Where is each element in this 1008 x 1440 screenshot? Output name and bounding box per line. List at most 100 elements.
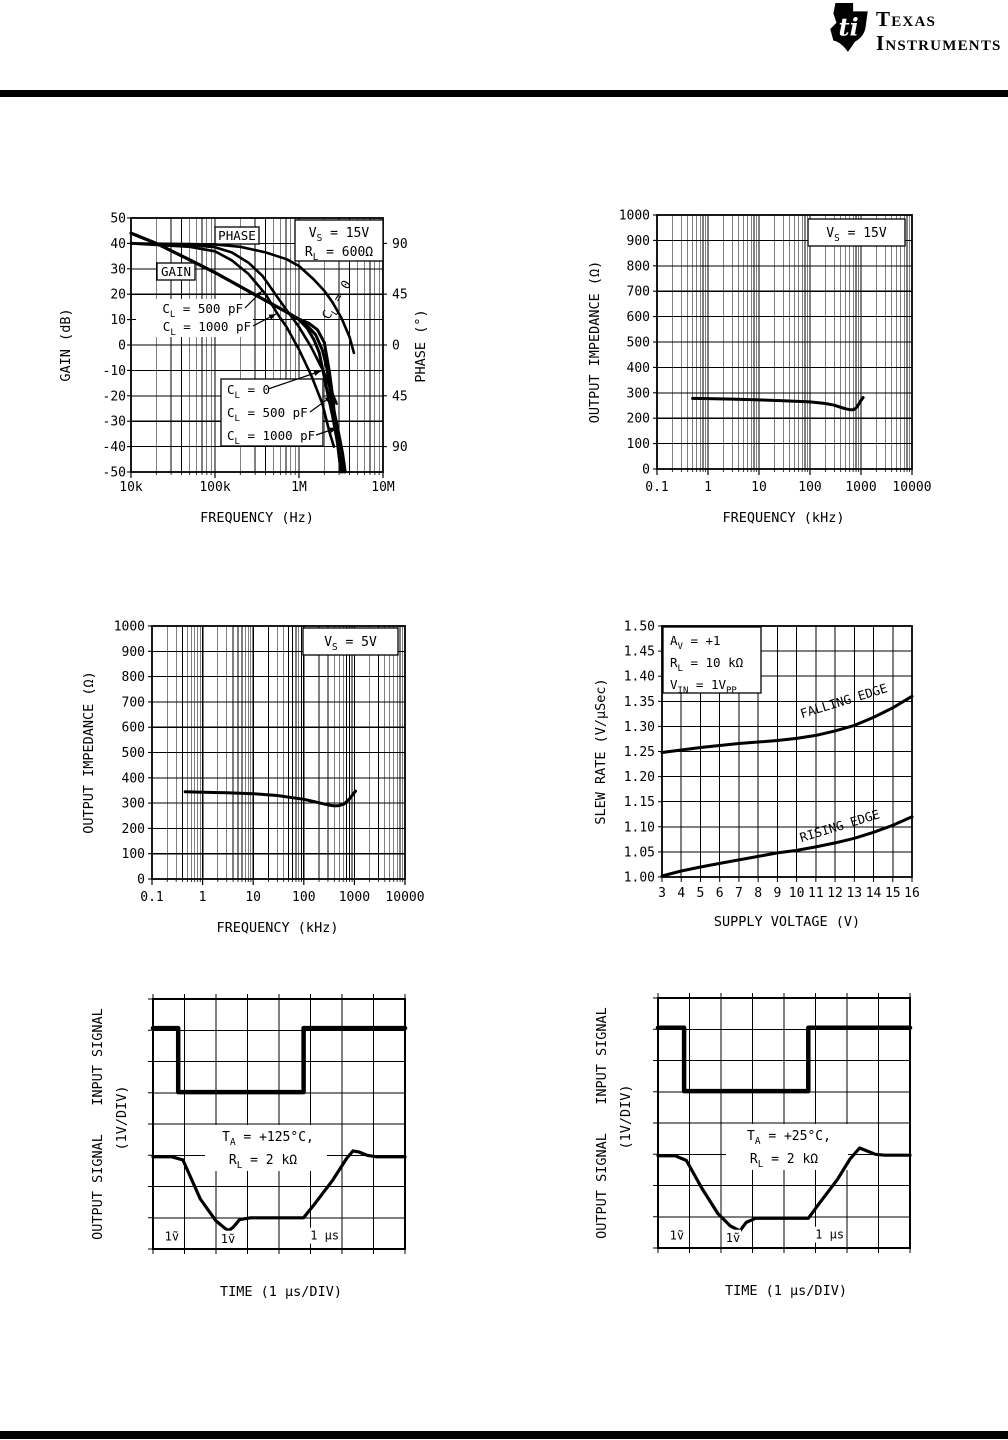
scope-marker-label: 1ṽ [221,1232,235,1246]
x-tick-label: 10M [371,480,395,495]
y-tick-label: 1.05 [624,845,655,860]
y-tick-label: -40 [103,440,126,455]
annotation-box [136,299,253,337]
annotation-box [294,219,384,262]
ti-logo: ti Texas Instruments [829,2,1002,56]
annotation-box [308,1227,341,1244]
annotation-box [156,262,196,281]
x-tick-label: 0.1 [645,480,668,495]
scope-marker-label: 1ṽ [670,1228,684,1242]
output-signal-trace [656,1146,912,1233]
condition-ta: TA = +125°C, [222,1130,314,1148]
y-tick-label: 100 [122,847,145,862]
x-tick-label: 10 [789,886,805,901]
cl-500-upper-label: CL = 500 pF [162,301,243,320]
x-tick-label: 13 [846,886,862,901]
y-tick-label: 0 [118,339,126,354]
x-axis-title: TIME (1 μs/DIV) [725,1283,847,1299]
chart-pulse-response-25c: TA = +25°C, RL = 2 kΩ 1ṽ 1ṽ 1 μs INPUT SIGNAL… [594,993,913,1299]
annotation-box [662,626,762,694]
input-signal-axis-label: INPUT SIGNAL [90,1008,106,1106]
y-axis-title: SLEW RATE (V/μSec) [593,678,609,824]
condition-vs: VS = 5V [324,635,377,653]
condition-rl: RL = 10 kΩ [670,655,744,674]
y-tick-label: 20 [110,288,126,303]
brand-texas: Texas [876,7,937,31]
x-tick-label: 10 [245,890,261,905]
y-tick-label: 10 [110,313,126,328]
arrow-head [329,427,337,433]
annotation-box [807,218,906,247]
y-tick-label: 50 [110,212,126,227]
curve-phase-cl-500-pf [129,242,338,405]
x-tick-label: 1000 [845,480,876,495]
arrow-head [255,291,262,298]
x-tick-label: 11 [808,886,824,901]
y-tick-label: 40 [110,237,126,252]
y-tick-label: 1.45 [624,645,655,660]
y-tick-label: 300 [122,797,145,812]
y-tick-label: 1.10 [624,820,655,835]
volts-per-div-label: (1V/DIV) [618,1084,634,1149]
annotation-box [668,1227,685,1244]
x-tick-label: 1M [291,480,307,495]
brand-instruments: Instruments [876,31,1002,56]
cl-1000-lower-label: CL = 1000 pF [227,428,315,447]
x-tick-label: 1 [199,890,207,905]
x-axis-title: FREQUENCY (Hz) [200,510,314,526]
header-rule [0,90,1008,97]
y-tick-label: 400 [627,361,650,376]
y-tick-label: 1.25 [624,745,655,760]
output-signal-axis-label: OUTPUT SIGNAL [594,1133,610,1239]
x-tick-label: 4 [677,886,685,901]
condition-vin: VIN = 1VPP [670,677,737,696]
condition-vs: VS = 15V [826,226,887,244]
y-tick-label: 800 [627,259,650,274]
y-tick-label: 200 [627,412,650,427]
y-tick-label: 1000 [619,209,650,224]
annotation-box [214,226,260,245]
y2-tick-label: 45 [392,389,408,404]
x-tick-label: 100k [199,480,230,495]
y-tick-label: 400 [122,771,145,786]
y-tick-label: 900 [627,234,650,249]
y-tick-label: 600 [627,310,650,325]
scope-marker-label: 1 μs [815,1228,844,1242]
curve-falling-edge [660,694,914,754]
x-tick-label: 16 [904,886,920,901]
volts-per-div-label: (1V/DIV) [114,1085,130,1150]
x-tick-label: 5 [697,886,705,901]
y-tick-label: 1.00 [624,871,655,886]
y-tick-label: 1.50 [624,620,655,635]
x-axis-title: TIME (1 μs/DIV) [220,1284,342,1300]
y-tick-label: 0 [642,463,650,478]
y-tick-label: 900 [122,645,145,660]
input-signal-axis-label: INPUT SIGNAL [594,1007,610,1105]
y-tick-label: 1.40 [624,670,655,685]
y-tick-label: -30 [103,415,126,430]
curve-rising-edge [660,815,914,878]
y-tick-label: 30 [110,262,126,277]
input-signal-trace [655,1025,913,1094]
arrow-head [268,314,276,320]
y-tick-label: 700 [627,285,650,300]
y-tick-label: 200 [122,822,145,837]
x-tick-label: 10 [751,480,767,495]
ti-logo-mark-icon: ti [830,3,868,52]
curve-gain-cl-1000-pf [129,231,343,474]
arrow-head [313,370,321,376]
curve-phase-cl-0 [129,242,356,355]
annotation-box [726,1124,848,1170]
x-tick-label: 15 [885,886,901,901]
y-tick-label: 1.15 [624,795,655,810]
y-tick-label: -10 [103,364,126,379]
ti-logo-text: Texas Instruments [876,7,1002,56]
scope-marker-label: 1ṽ [726,1231,740,1245]
condition-av: AV = +1 [670,633,721,652]
x-axis-title: FREQUENCY (kHz) [723,510,845,526]
scope-marker-label: 1 μs [310,1229,339,1243]
